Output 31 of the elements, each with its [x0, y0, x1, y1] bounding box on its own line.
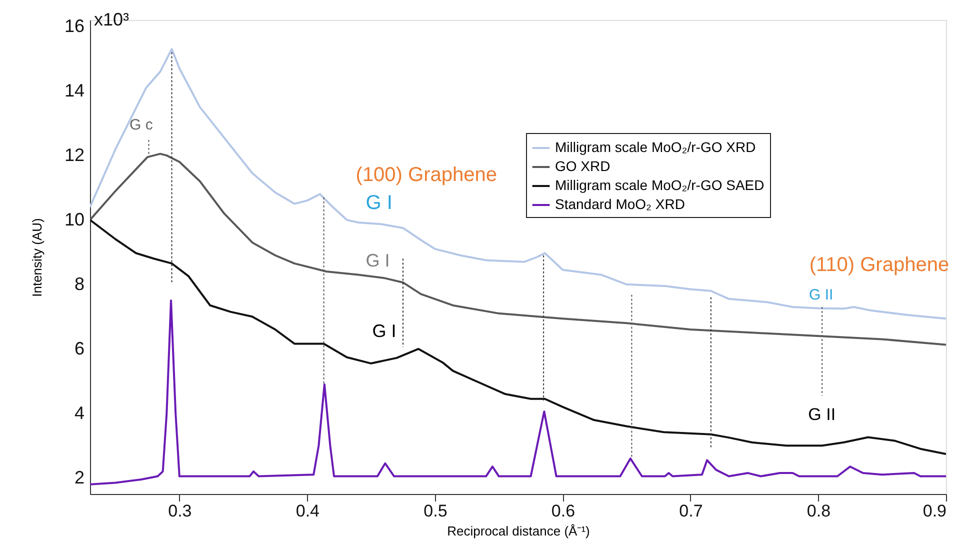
y-tick-label: 16 [64, 16, 84, 36]
annotation: x10³ [94, 9, 130, 30]
y-tick-label: 6 [74, 338, 84, 358]
y-axis-title: Intensity (AU) [29, 218, 44, 297]
legend-label: GO XRD [555, 158, 610, 174]
x-tick-label: 0.3 [168, 502, 192, 520]
y-tick-label: 14 [64, 80, 84, 100]
annotation: G I [366, 192, 392, 214]
annotation: G II [808, 405, 836, 424]
x-tick-label: 0.4 [296, 502, 320, 520]
legend-label: Standard MoO₂ XRD [555, 196, 685, 212]
annotation: G II [809, 286, 834, 304]
legend-label: Milligram scale MoO₂/r-GO XRD [555, 139, 756, 155]
x-tick-label: 0.5 [424, 502, 448, 520]
y-tick-label: 8 [74, 274, 84, 294]
annotation: (100) Graphene [356, 164, 497, 186]
y-tick-label: 2 [74, 467, 84, 488]
x-axis-title: Reciprocal distance (Å⁻¹) [447, 524, 590, 538]
annotation: G I [372, 320, 396, 341]
line-series [90, 300, 946, 486]
y-tick-label: 4 [74, 402, 84, 423]
annotation: (110) Graphene [809, 254, 950, 276]
x-tick-label: 0.7 [679, 502, 703, 520]
y-tick-label: 10 [64, 209, 84, 230]
x-tick-label: 0.6 [551, 502, 576, 520]
annotation: G c [129, 116, 154, 134]
x-tick-label: 0.8 [806, 502, 831, 520]
x-tick-label: 0.9 [922, 502, 946, 520]
annotation: G I [366, 250, 390, 271]
y-tick-label: 12 [64, 144, 84, 165]
legend-label: Milligram scale MoO₂/r-GO SAED [555, 177, 764, 193]
